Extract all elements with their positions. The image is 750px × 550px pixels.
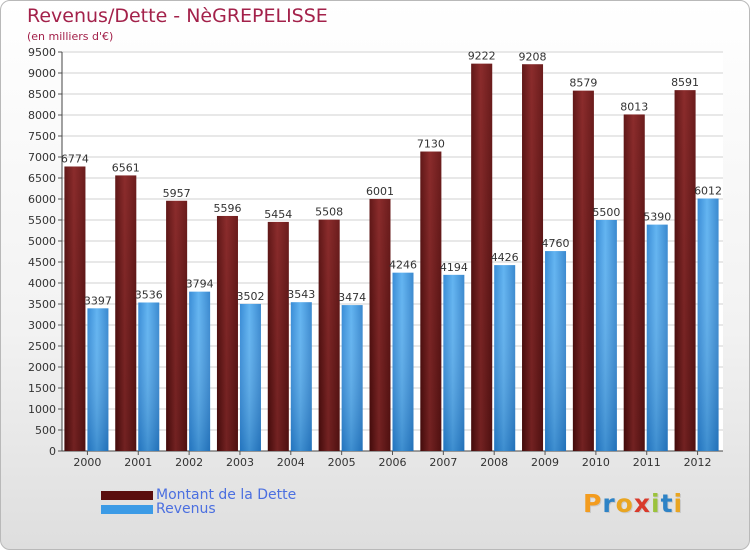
bar-dette-label: 6001 <box>366 185 394 198</box>
y-tick-label: 6500 <box>28 172 56 185</box>
bar-dette-label: 7130 <box>417 138 445 151</box>
axes: 0 500 1000 1500 2000 2500 3000 3500 4000 4500 5000… <box>28 46 723 469</box>
bar-dette-shade <box>267 221 289 451</box>
bar-dette-shade <box>572 90 594 451</box>
bar-revenus-label: 4760 <box>542 237 570 250</box>
bars <box>64 63 719 452</box>
bar-dette-shade <box>115 175 137 452</box>
y-tick-label: 3000 <box>28 319 56 332</box>
bar-dette-shade <box>420 151 442 452</box>
y-tick-label: 8500 <box>28 88 56 101</box>
bar-dette-label: 8579 <box>569 77 597 90</box>
chart-subtitle: (en milliers d'€) <box>27 30 114 43</box>
y-tick-label: 4000 <box>28 277 56 290</box>
x-tick-label: 2011 <box>633 456 661 469</box>
legend-swatch-debt <box>101 491 153 500</box>
y-tick-label: 1500 <box>28 382 56 395</box>
chart-title: Revenus/Dette - NèGREPELISSE <box>27 5 328 27</box>
proxiti-logo: Proxiti <box>583 489 684 518</box>
x-tick-label: 2008 <box>480 456 508 469</box>
bar-revenus-shade <box>341 305 363 451</box>
bar-dette-shade <box>674 90 696 451</box>
y-tick-label: 2000 <box>28 361 56 374</box>
x-tick-label: 2005 <box>328 456 356 469</box>
bar-revenus-shade <box>189 291 211 451</box>
y-tick-label: 8000 <box>28 109 56 122</box>
bar-dette-label: 8013 <box>620 100 648 113</box>
y-tick-label: 4500 <box>28 256 56 269</box>
bar-revenus-shade <box>595 220 617 451</box>
bar-dette-shade <box>522 64 544 451</box>
bar-revenus-label: 3474 <box>338 291 366 304</box>
bar-dette-shade <box>216 215 238 451</box>
bar-revenus-label: 3794 <box>186 278 214 291</box>
y-tick-label: 6000 <box>28 193 56 206</box>
bar-dette-label: 5957 <box>163 187 191 200</box>
y-tick-label: 5500 <box>28 214 56 227</box>
y-tick-label: 2500 <box>28 340 56 353</box>
bar-dette-label: 8591 <box>671 76 699 89</box>
data-labels: 6774 3397 6561 3536 5957 3794 5596 3502 5454 3543… <box>61 50 722 308</box>
bar-dette-shade <box>64 166 86 451</box>
legend-label-revenus: Revenus <box>156 501 216 517</box>
bar-dette-label: 5454 <box>264 208 292 221</box>
bar-revenus-shade <box>443 274 465 451</box>
bar-dette-label: 9222 <box>468 50 496 63</box>
bar-revenus-shade <box>290 302 312 451</box>
x-tick-label: 2003 <box>226 456 254 469</box>
bar-dette-label: 9208 <box>519 50 547 63</box>
x-tick-label: 2006 <box>379 456 407 469</box>
y-tick-label: 7000 <box>28 151 56 164</box>
bar-dette-label: 6774 <box>61 152 89 165</box>
bar-revenus-shade <box>87 308 109 451</box>
bar-dette-shade <box>471 63 493 452</box>
legend-label-debt: Montant de la Dette <box>156 487 297 503</box>
legend-swatch-revenus <box>101 505 153 514</box>
bar-revenus-shade <box>239 303 261 451</box>
bar-revenus-label: 5500 <box>592 206 620 219</box>
y-tick-label: 9500 <box>28 46 56 59</box>
y-tick-label: 1000 <box>28 403 56 416</box>
bar-revenus-shade <box>545 251 567 451</box>
y-tick-label: 0 <box>49 445 56 458</box>
bar-dette-shade <box>369 198 391 451</box>
bar-revenus-label: 4194 <box>440 261 468 274</box>
bar-revenus-label: 3397 <box>84 294 112 307</box>
bar-revenus-label: 3502 <box>236 290 264 303</box>
y-tick-label: 9000 <box>28 67 56 80</box>
bar-revenus-label: 4246 <box>389 259 417 272</box>
x-tick-label: 2004 <box>277 456 305 469</box>
x-tick-label: 2001 <box>124 456 152 469</box>
bar-dette-label: 6561 <box>112 161 140 174</box>
y-tick-label: 5000 <box>28 235 56 248</box>
x-tick-label: 2010 <box>582 456 610 469</box>
bar-revenus-shade <box>494 265 516 451</box>
bar-revenus-shade <box>138 302 160 451</box>
bar-revenus-label: 3536 <box>135 288 163 301</box>
bar-revenus-shade <box>646 224 668 451</box>
bar-dette-shade <box>623 114 645 451</box>
x-tick-label: 2000 <box>73 456 101 469</box>
bar-dette-label: 5596 <box>213 202 241 215</box>
x-tick-label: 2007 <box>429 456 457 469</box>
bar-revenus-shade <box>697 198 719 451</box>
y-tick-label: 500 <box>35 424 56 437</box>
bar-dette-shade <box>166 200 188 451</box>
bar-revenus-label: 5390 <box>643 211 671 224</box>
bar-dette-label: 5508 <box>315 206 343 219</box>
x-tick-label: 2009 <box>531 456 559 469</box>
bar-revenus-shade <box>392 272 414 451</box>
y-tick-label: 3500 <box>28 298 56 311</box>
bar-revenus-label: 4426 <box>491 251 519 264</box>
x-tick-label: 2002 <box>175 456 203 469</box>
y-tick-label: 7500 <box>28 130 56 143</box>
bar-dette-shade <box>318 219 340 451</box>
bar-revenus-label: 6012 <box>694 184 722 197</box>
bar-revenus-label: 3543 <box>287 288 315 301</box>
x-tick-label: 2012 <box>684 456 712 469</box>
